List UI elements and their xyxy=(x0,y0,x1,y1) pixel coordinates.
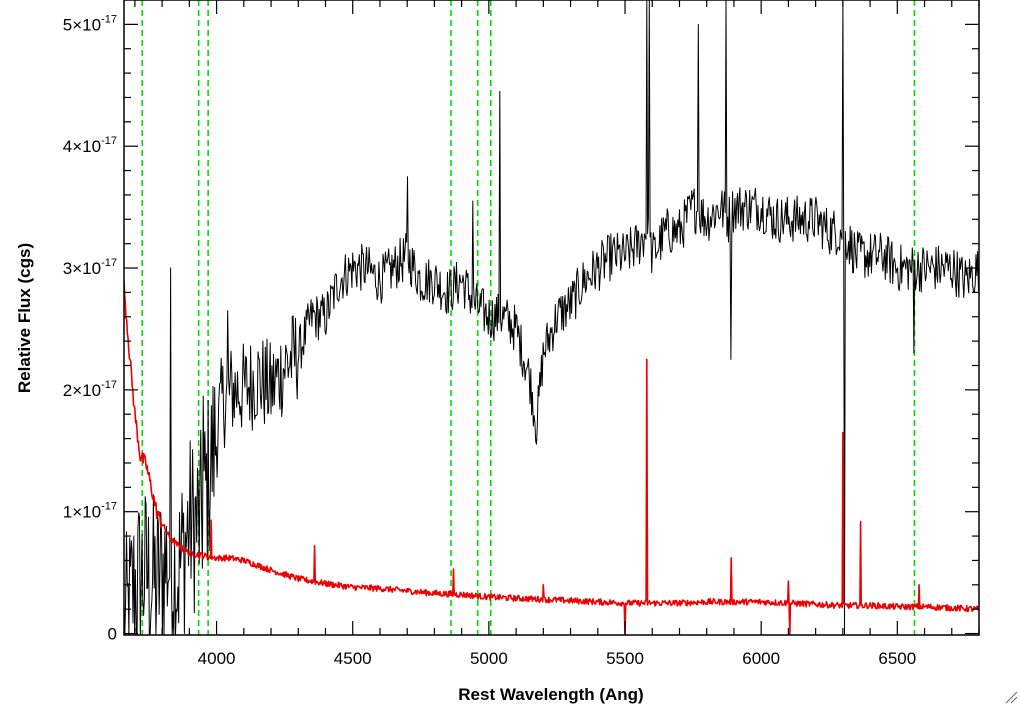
y-tick-label: 3×10-17 xyxy=(63,257,117,278)
x-axis-label: Rest Wavelength (Ang) xyxy=(458,685,643,704)
x-tick-label: 4000 xyxy=(198,649,236,668)
y-tick-label: 2×10-17 xyxy=(63,379,117,400)
resize-grip-icon[interactable] xyxy=(1004,690,1018,704)
x-tick-label: 5000 xyxy=(470,649,508,668)
y-tick-label: 5×10-17 xyxy=(63,13,117,34)
series-line-red xyxy=(124,280,979,635)
x-tick-label: 6000 xyxy=(742,649,780,668)
y-tick-label: 1×10-17 xyxy=(63,501,117,522)
y-tick-label: 4×10-17 xyxy=(63,135,117,156)
y-tick-label: 0 xyxy=(108,625,117,644)
reference-lines xyxy=(141,0,916,635)
series-line-black xyxy=(124,0,979,635)
tick-marks xyxy=(124,0,980,635)
y-axis-label: Relative Flux (cgs) xyxy=(15,243,34,393)
plot-frame xyxy=(123,0,980,636)
y-tick-labels: 0 1×10-17 2×10-17 3×10-17 4×10-17 5×10-17 xyxy=(63,13,117,643)
series-layer xyxy=(124,0,979,635)
x-tick-label: 5500 xyxy=(606,649,644,668)
x-tick-labels: 4000 4500 5000 5500 6000 6500 xyxy=(198,649,917,668)
x-tick-label: 6500 xyxy=(878,649,916,668)
x-tick-label: 4500 xyxy=(334,649,372,668)
